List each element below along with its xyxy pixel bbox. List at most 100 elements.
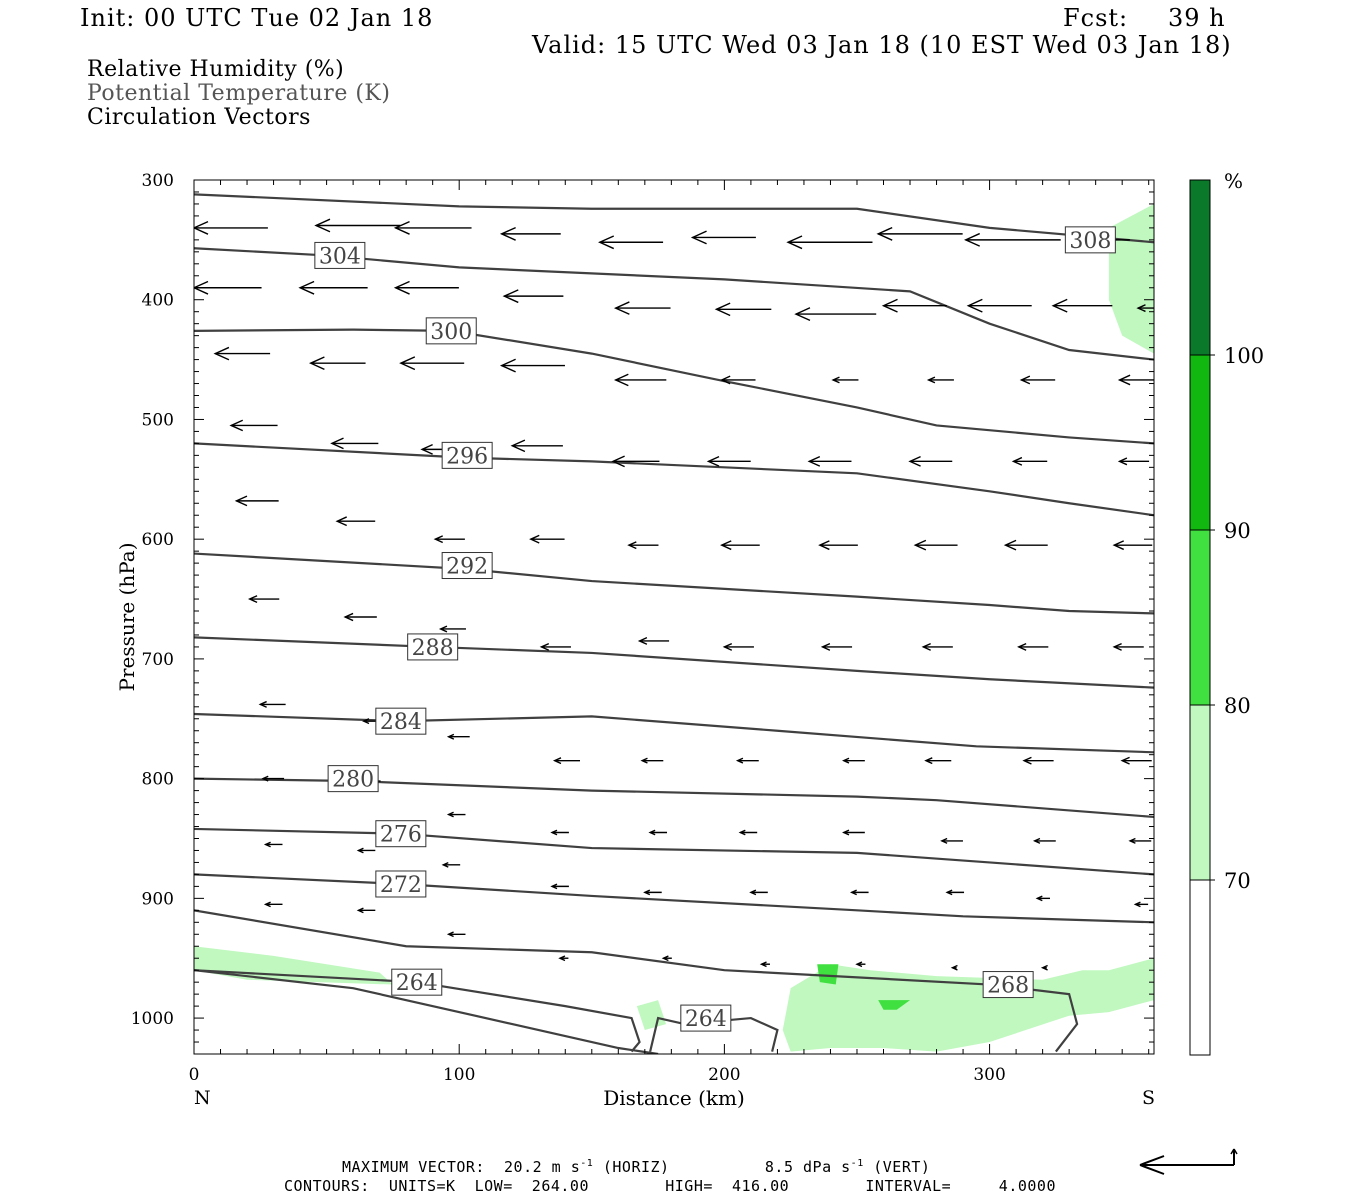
contour-label-box (441, 441, 493, 469)
max-vector-text: MAXIMUM VECTOR: 20.2 m s-1 (HORIZ) 8.5 d… (342, 1158, 930, 1176)
vector-arrowhead (1112, 642, 1122, 651)
contour-label-box (441, 552, 493, 580)
contour-label-box (1064, 226, 1116, 254)
forecast-label: Fcst: (1063, 4, 1129, 32)
theta-contour (194, 712, 1154, 754)
contour-label: 300 (430, 320, 472, 345)
vector-arrowhead (876, 226, 893, 241)
vector-arrowhead (510, 439, 526, 453)
max-vector-horiz: 20.2 m s (504, 1158, 581, 1176)
vector-arrowhead (229, 419, 244, 432)
theta-contour (194, 636, 1154, 689)
colorbar-label: 100 (1224, 344, 1264, 368)
vector-arrowhead (706, 455, 720, 467)
vector-arrowhead (194, 220, 209, 235)
theta-contour (194, 552, 1154, 615)
valid-time: Valid: 15 UTC Wed 03 Jan 18 (10 EST Wed … (532, 31, 1232, 59)
vector-arrowhead (499, 358, 516, 373)
vector-arrowhead (1136, 304, 1146, 313)
contour-label: 296 (446, 444, 488, 469)
vector-arrowhead (722, 642, 733, 651)
rh-region (817, 964, 839, 985)
vector-arrowhead (438, 625, 448, 633)
contour-label-box (680, 1004, 732, 1032)
vector-arrowhead (842, 829, 850, 836)
theta-contour (194, 193, 1154, 244)
vector-arrowhead (950, 964, 958, 971)
vector-arrowhead (552, 757, 562, 765)
vector-arrowhead (308, 356, 325, 370)
vector-arrowhead (786, 235, 803, 250)
vector-arrowhead (335, 516, 347, 527)
vector-arrowhead (399, 356, 416, 371)
reference-vector-icon (1139, 1148, 1238, 1175)
vector-arrowhead (1117, 457, 1128, 466)
vector-arrowhead (558, 955, 566, 962)
vector-arrowhead (356, 847, 364, 854)
contour-label-box (375, 707, 427, 735)
y-tick-label: 900 (142, 889, 174, 909)
y-axis-label: Pressure (hPa) (115, 543, 139, 692)
y-tick-label: 500 (142, 410, 174, 430)
vector-arrowhead (433, 535, 444, 544)
vector-arrowhead (194, 280, 209, 295)
vector-arrowhead (720, 375, 731, 385)
colorbar-segment (1189, 879, 1211, 1056)
contour-label-box (982, 971, 1034, 999)
legend-potential-temperature: Potential Temperature (K) (87, 81, 391, 106)
vector-arrowhead (539, 642, 550, 651)
axis-ticks (193, 179, 1154, 1055)
vector-arrowhead (759, 961, 767, 968)
rh-shading (194, 203, 1154, 1052)
contour-label-box (407, 633, 459, 661)
vector-arrowhead (234, 495, 248, 507)
contour-label: 276 (380, 823, 422, 848)
vector-arrowhead (1003, 539, 1017, 551)
theta-contour (194, 442, 1154, 517)
contour-label: 268 (987, 974, 1029, 999)
contour-label: 264 (685, 1007, 727, 1032)
theta-contour (194, 827, 1154, 876)
vector-arrowhead (908, 455, 921, 467)
x-tick-labels: 0 100 200 300 (189, 1065, 1006, 1085)
vector-arrowhead (794, 307, 811, 322)
contour-label-box (391, 968, 443, 996)
vector-arrowhead (643, 889, 651, 896)
vector-arrowhead (849, 889, 857, 896)
vector-arrowhead (820, 642, 831, 651)
contour-label: 288 (412, 636, 454, 661)
vector-arrowhead (263, 841, 271, 848)
vector-arrowhead (842, 757, 850, 764)
vector-arrowhead (330, 437, 344, 450)
contour-label: 284 (380, 710, 422, 735)
rh-colorbar: 70 80 90 100 (1189, 179, 1264, 1056)
vector-arrowhead (945, 889, 953, 896)
vector-arrowhead (738, 829, 746, 836)
contour-label: 304 (319, 244, 361, 269)
vector-arrowhead (735, 757, 744, 764)
vector-arrowhead (1032, 837, 1041, 844)
vector-arrowhead (550, 829, 558, 836)
vector-arrowhead (1017, 642, 1027, 651)
vector-arrowhead (855, 961, 863, 968)
theta-contour (194, 328, 1154, 445)
vector-arrowhead (807, 455, 821, 467)
x-tick-label: 0 (189, 1065, 200, 1085)
vector-arrowhead (924, 757, 933, 765)
vector-arrowhead (881, 298, 898, 313)
theta-contour (194, 969, 659, 1054)
contour-label: 280 (332, 768, 374, 793)
vector-arrowhead (926, 376, 936, 384)
vector-arrowhead (446, 931, 454, 938)
x-tick-label: 200 (708, 1065, 740, 1085)
contour-labels: 308 304 300 296 292 288 284 280 276 272 268 264 264 (314, 226, 1116, 1032)
contour-label-box (314, 241, 366, 269)
theta-contour (194, 777, 1154, 819)
contour-label-box (375, 820, 427, 848)
colorbar-label: 80 (1224, 694, 1251, 718)
theta-contours (194, 193, 1154, 1054)
y-tick-label: 400 (142, 291, 174, 311)
contours-info: CONTOURS: UNITS=K LOW= 264.00 HIGH= 416.… (284, 1177, 1056, 1195)
vector-arrowhead (1112, 540, 1125, 551)
